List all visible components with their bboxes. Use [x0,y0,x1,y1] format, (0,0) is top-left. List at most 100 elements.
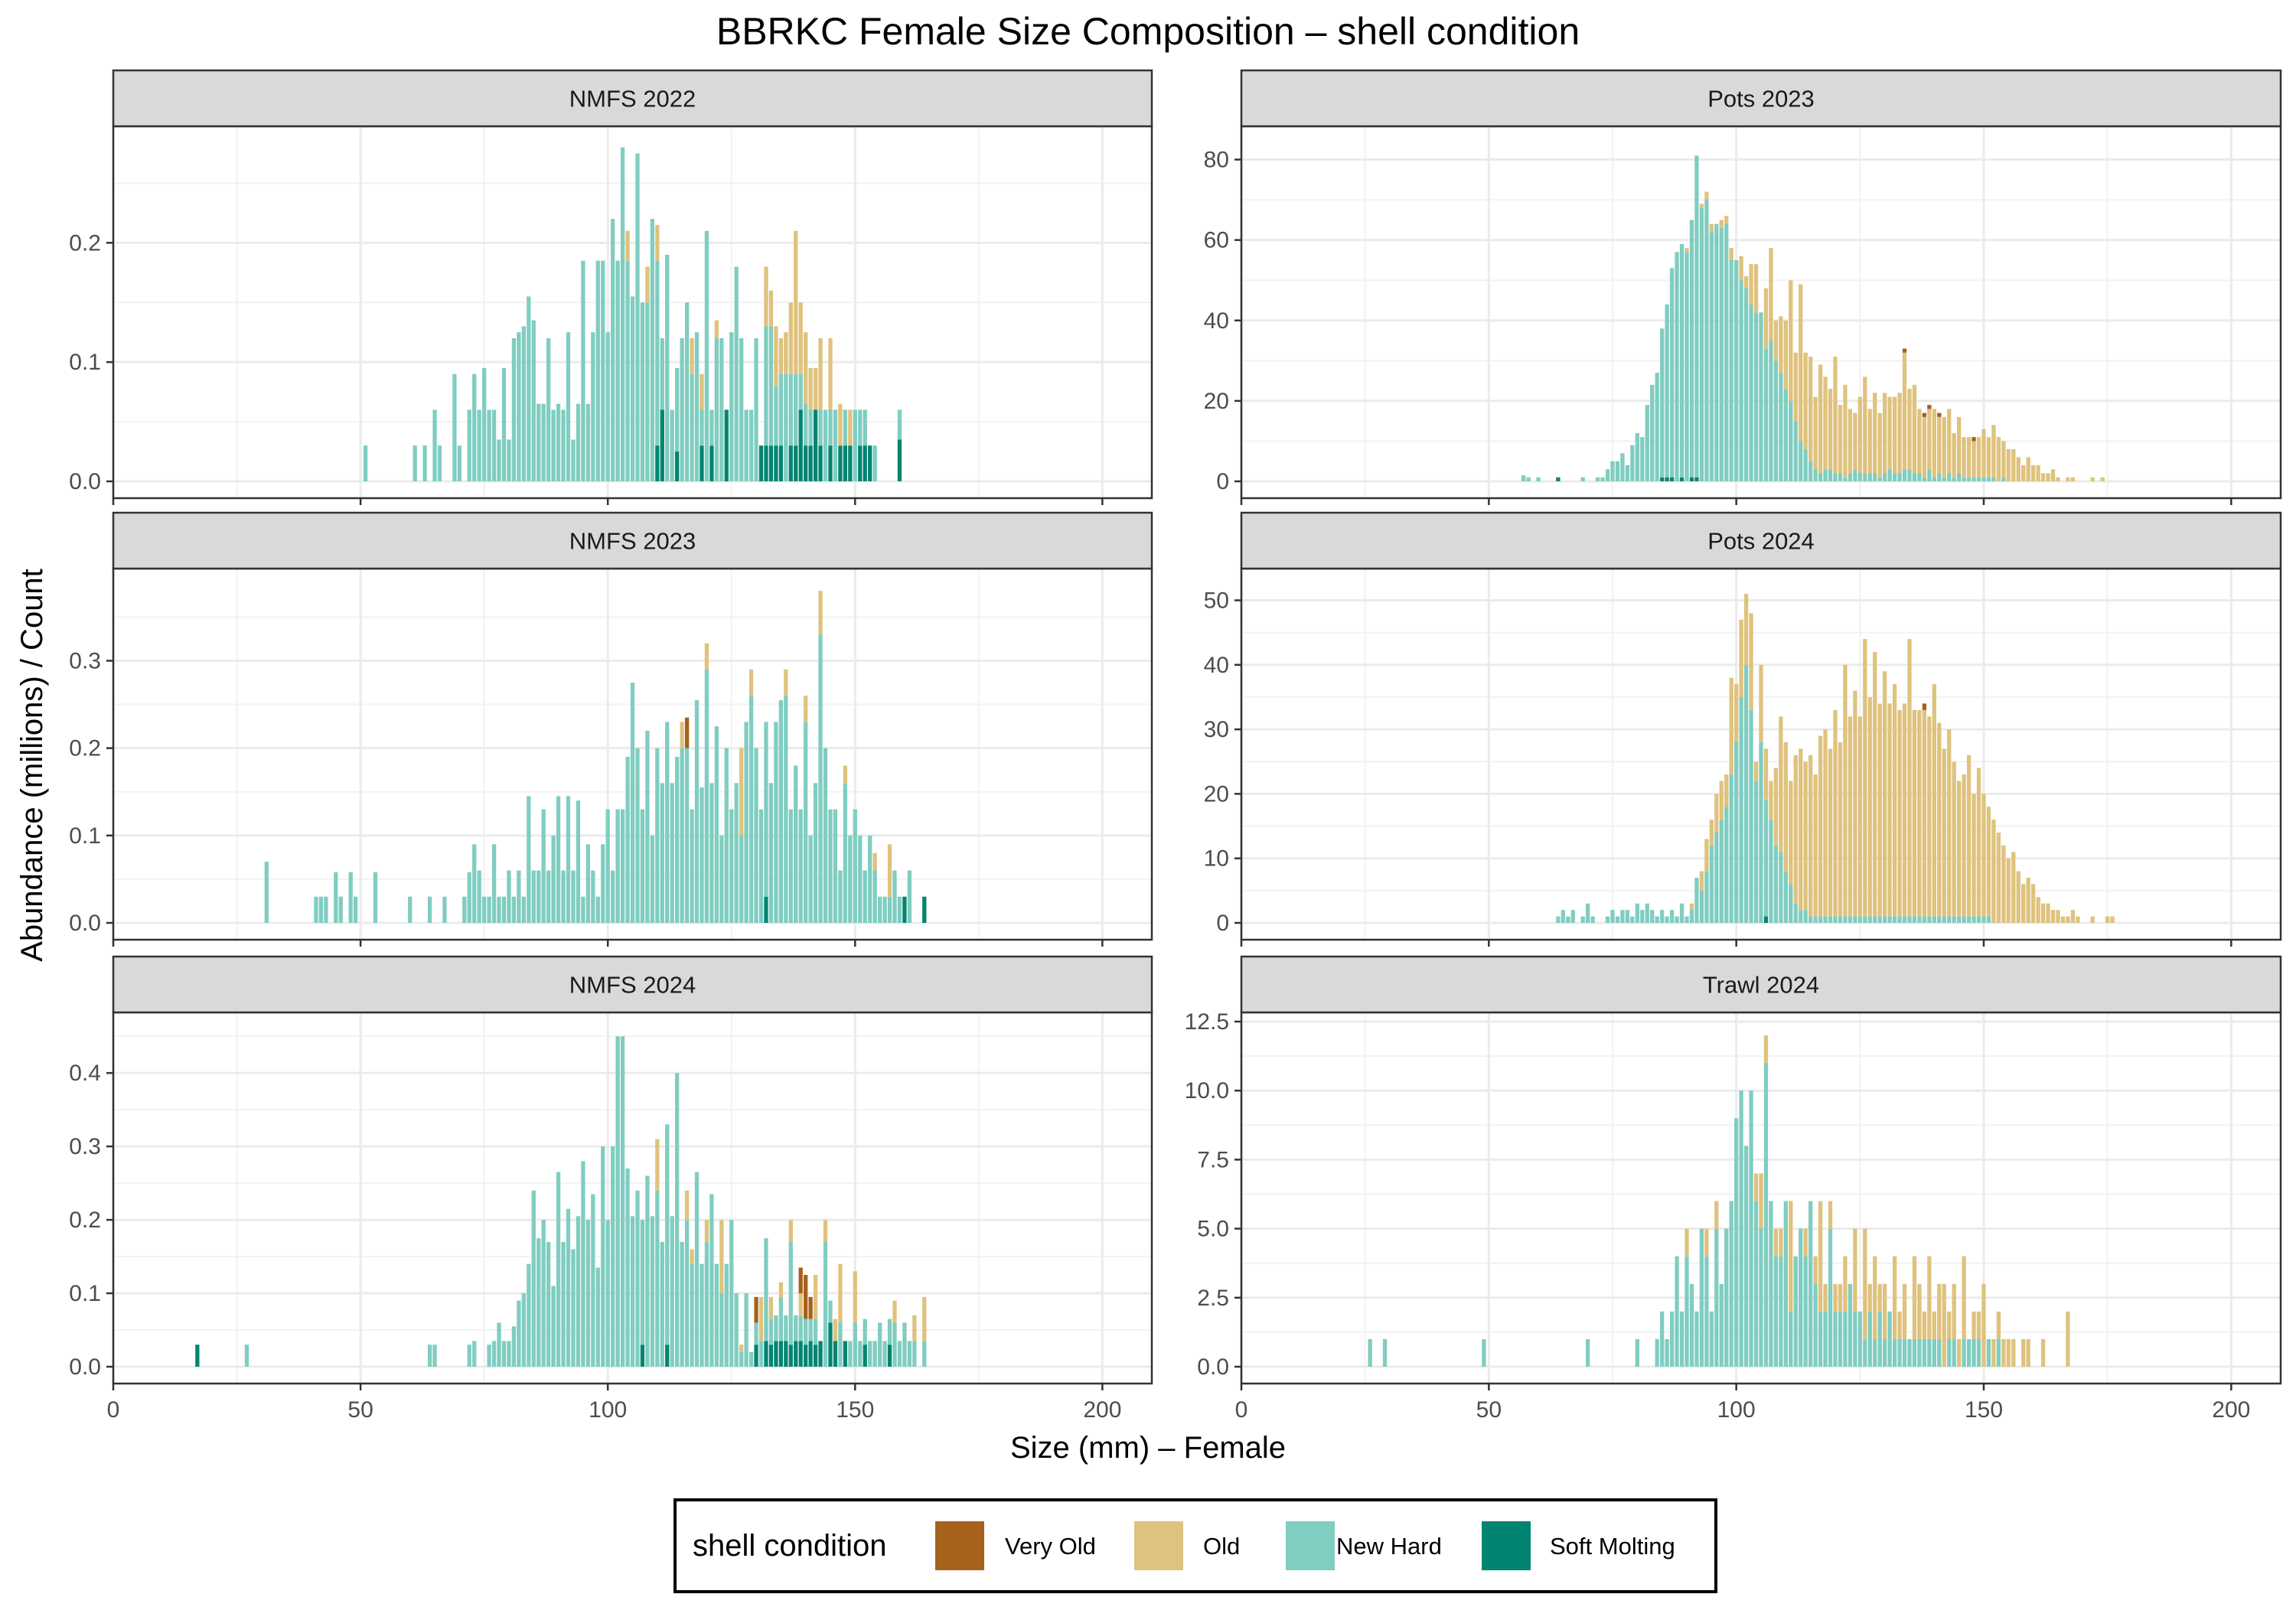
bar-new-hard [481,896,487,923]
bar-old [1743,275,1749,288]
bar-new-hard [1783,871,1788,923]
bar-new-hard [823,1241,828,1367]
bar-new-hard [1739,280,1743,481]
bar-new-hard [1580,477,1585,481]
bar-new-hard [700,409,704,446]
bar-soft-molting [804,1345,808,1367]
bar-soft-molting [843,445,848,481]
bar-new-hard [1883,1338,1887,1367]
bar-soft-molting [868,445,872,481]
bar-new-hard [1645,903,1649,923]
bar-old [1803,1228,1808,1257]
bar-old [1813,1256,1818,1284]
bar-old [2090,477,2095,481]
bar-new-hard [1669,268,1675,478]
bar-soft-molting [887,1345,892,1367]
bar-old [1873,651,1877,917]
panel-pots-2023: Pots 2023 0 20 40 60 80 [1204,69,2282,505]
bar-new-hard [595,896,600,923]
bar-old [828,337,833,410]
bar-old [1749,613,1753,710]
bar-new-hard [650,835,654,923]
chart-title: BBRKC Female Size Composition – shell co… [716,10,1580,53]
bar-new-hard [353,896,358,923]
legend-label-soft-molting: Soft Molting [1550,1533,1675,1560]
bar-new-hard [551,409,556,481]
bar-old [1897,1311,1902,1339]
y-tick-label: 0.0 [69,1354,101,1380]
bar-new-hard [1773,845,1779,923]
bar-new-hard [1962,916,1966,923]
bar-new-hard [1610,910,1615,923]
bar-new-hard [758,809,764,923]
bar-old [1971,794,1976,917]
bar-new-hard [507,870,511,923]
legend-swatch-old [1134,1521,1183,1570]
bar-old [2011,1338,2016,1367]
bar-new-hard [1704,200,1709,481]
bar-new-hard [655,748,660,923]
bar-new-hard [1808,1201,1813,1367]
bar-new-hard [620,809,625,923]
bar-old [764,266,768,327]
bar-new-hard [1595,477,1600,481]
x-tick-label: 200 [1083,1397,1121,1423]
bar-new-hard [546,1241,551,1367]
bar-new-hard [517,332,521,481]
strip-label: Pots 2023 [1707,86,1815,112]
bar-old [1704,191,1709,200]
bar-old [2006,1338,2011,1367]
bar-new-hard [566,332,571,481]
bar-old [2036,464,2040,481]
bar-old [823,1220,828,1242]
bar-old [1793,755,1798,904]
bar-new-hard [1640,437,1645,481]
bar-new-hard [462,896,467,923]
bar-old [1902,1283,1907,1339]
bar-very-old [1971,437,1976,442]
bar-new-hard [768,326,774,446]
bar-new-hard [318,896,324,923]
bar-new-hard [853,409,857,481]
bar-old [690,337,694,374]
bar-new-hard [1714,832,1719,923]
bar-very-old [798,1267,803,1294]
bar-new-hard [754,1322,758,1345]
bar-new-hard [798,1315,803,1341]
bar-old [1883,393,1887,474]
bar-new-hard [808,409,813,446]
y-tick-label: 60 [1204,228,1229,253]
bar-old [1753,264,1759,313]
bar-new-hard [640,809,645,923]
bar-new-hard [1789,1311,1793,1367]
bar-new-hard [1793,1256,1798,1367]
bar-new-hard [521,1293,526,1367]
bar-new-hard [1660,910,1665,923]
bar-new-hard [1655,916,1659,923]
bar-old [1873,393,1877,474]
bar-old [1709,223,1714,233]
bar-new-hard [1907,469,1912,481]
bar-new-hard [605,332,610,481]
bar-old [1952,1283,1956,1339]
bar-new-hard [734,266,739,481]
bar-old [2021,884,2026,923]
bar-new-hard [472,1341,477,1367]
bar-new-hard [675,757,680,923]
legend-box [673,1498,1717,1593]
bar-old [1843,1256,1848,1312]
bar-soft-molting [1679,477,1684,481]
bar-new-hard [719,835,724,923]
bar-new-hard [1991,477,1996,481]
bar-new-hard [808,1319,813,1341]
bar-new-hard [591,332,595,481]
bar-soft-molting [724,409,729,481]
bar-new-hard [1917,473,1922,481]
bar-soft-molting [758,445,764,481]
bar-new-hard [1694,1311,1699,1367]
bar-new-hard [601,844,605,923]
bar-old [1932,409,1936,478]
bar-old [813,1275,818,1319]
bar-old [1927,1256,1932,1339]
bar-new-hard [338,896,343,923]
